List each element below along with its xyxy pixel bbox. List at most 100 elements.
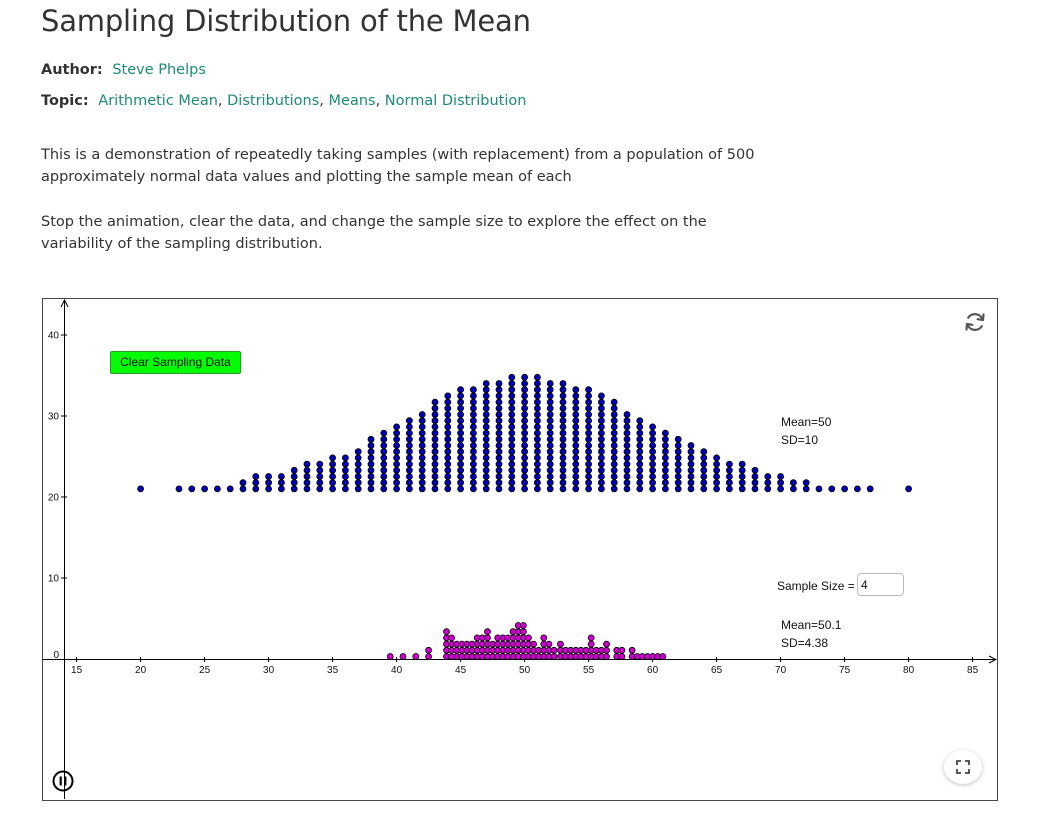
population-dot <box>726 473 733 480</box>
population-dot <box>559 411 567 418</box>
fullscreen-button[interactable] <box>944 750 982 784</box>
dot-plot-graph[interactable]: 15 20 25 30 35 40 45 50 55 60 65 70 75 80 85 0 10 20 30 40 <box>43 299 997 800</box>
population-dot <box>469 460 477 468</box>
population-dot <box>533 473 541 480</box>
population-dot <box>431 473 439 480</box>
population-dot <box>777 485 784 493</box>
population-dot <box>444 417 452 425</box>
sample-mean-dot <box>550 646 558 654</box>
population-dot <box>431 442 439 449</box>
refresh-icon[interactable] <box>963 310 987 334</box>
x-tick-label: 30 <box>263 665 275 676</box>
population-dot <box>636 423 644 431</box>
population-dot <box>572 479 580 487</box>
population-dot <box>662 479 669 487</box>
sample-size-input[interactable] <box>857 573 904 596</box>
population-dot <box>572 485 580 493</box>
population-dot <box>777 479 784 487</box>
population-dot <box>329 479 337 487</box>
population-dot <box>572 448 580 456</box>
population-dot <box>585 466 592 474</box>
population-dot <box>585 435 592 443</box>
population-dot <box>431 466 439 474</box>
population-dot <box>482 423 490 431</box>
population-dot <box>572 398 580 406</box>
topic-link-normal-distribution[interactable]: Normal Distribution <box>384 93 527 109</box>
population-dot <box>546 411 554 418</box>
sample-mean-dot <box>618 646 626 654</box>
population-dot <box>405 479 413 487</box>
population-dot <box>329 473 337 480</box>
population-dot <box>546 454 554 462</box>
sample-mean-dot <box>425 646 433 654</box>
geogebra-applet[interactable]: 15 20 25 30 35 40 45 50 55 60 65 70 75 80 85 0 10 20 30 40 … <box>42 298 998 801</box>
population-dot <box>726 460 733 468</box>
population-dot <box>585 454 592 462</box>
population-dot <box>431 398 439 406</box>
population-dot <box>239 485 247 493</box>
page-title: Sampling Distribution of the Mean <box>41 4 531 38</box>
population-dot <box>700 485 708 493</box>
population-dot <box>585 411 592 418</box>
population-dot <box>457 386 465 394</box>
topic-link-distributions[interactable]: Distributions <box>227 93 320 109</box>
population-dot <box>469 423 477 431</box>
population-dot <box>636 473 644 480</box>
x-tick-label: 60 <box>647 665 659 676</box>
population-dot <box>482 380 490 387</box>
sample-mean-dot <box>443 628 450 636</box>
population-dot <box>687 485 695 493</box>
population-dot <box>444 411 452 418</box>
population-dot <box>290 473 298 480</box>
population-dot <box>508 380 516 387</box>
population-dot <box>252 473 260 480</box>
population-dot <box>598 460 605 468</box>
population-dot <box>495 423 503 431</box>
population-dot <box>482 466 490 474</box>
population-dot <box>687 466 695 474</box>
sample-mean-dot <box>603 640 610 648</box>
population-dot <box>585 398 592 406</box>
author-link[interactable]: Steve Phelps <box>112 62 206 78</box>
population-dot <box>559 485 567 493</box>
population-dot <box>418 429 426 437</box>
population-dot <box>546 417 554 425</box>
population-dot <box>674 442 682 449</box>
population-dot <box>905 485 912 493</box>
population-dot <box>137 485 144 493</box>
population-dot <box>201 485 209 493</box>
population-dot <box>598 473 605 480</box>
population-dot <box>623 454 631 462</box>
pause-icon[interactable] <box>52 770 74 792</box>
population-dot <box>495 417 503 425</box>
population-dot <box>431 411 439 418</box>
population-dot <box>457 454 465 462</box>
clear-sampling-data-button[interactable]: Clear Sampling Data <box>110 351 241 374</box>
population-dot <box>533 435 541 443</box>
population-dot <box>521 479 529 487</box>
population-dot <box>469 411 477 418</box>
population-dot <box>469 473 477 480</box>
population-dot <box>866 485 874 493</box>
population-dot <box>405 417 413 425</box>
population-dot <box>572 404 580 412</box>
population-dot <box>431 454 439 462</box>
population-dot <box>482 429 490 437</box>
population-dot <box>674 473 682 480</box>
population-dot <box>623 460 631 468</box>
sample-mean-dot <box>540 634 548 642</box>
population-dot <box>482 386 490 394</box>
x-tick-label: 70 <box>775 665 787 676</box>
population-dot <box>610 460 618 468</box>
population-dot <box>559 417 567 425</box>
population-dot <box>482 485 490 493</box>
topic-link-means[interactable]: Means <box>328 93 376 109</box>
population-dot <box>341 460 349 468</box>
population-dot <box>316 479 324 487</box>
population-dot <box>828 485 836 493</box>
population-dot <box>546 473 554 480</box>
population-dot <box>457 411 465 418</box>
topic-link-arithmetic-mean[interactable]: Arithmetic Mean <box>98 93 218 109</box>
population-dot <box>431 404 439 412</box>
population-dot <box>405 429 413 437</box>
